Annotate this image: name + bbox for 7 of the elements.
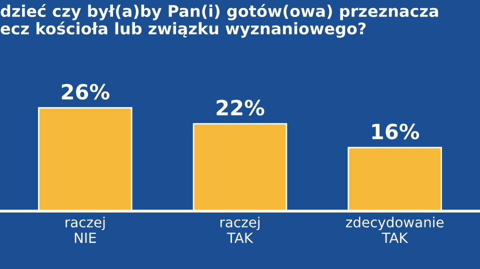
data-label: 26% bbox=[62, 84, 110, 100]
data-label: 22% bbox=[216, 100, 264, 116]
x-tick-label: raczej NIE bbox=[66, 216, 105, 243]
chart-title: dzieć czy był(a)by Pan(i) gotów(owa) przeznacza ecz kościoła lub związku wyznaniowego? bbox=[0, 4, 438, 38]
x-tick-label: raczej TAK bbox=[220, 216, 260, 243]
x-tick-label: zdecydowanie TAK bbox=[346, 216, 444, 243]
data-label: 16% bbox=[372, 124, 420, 140]
